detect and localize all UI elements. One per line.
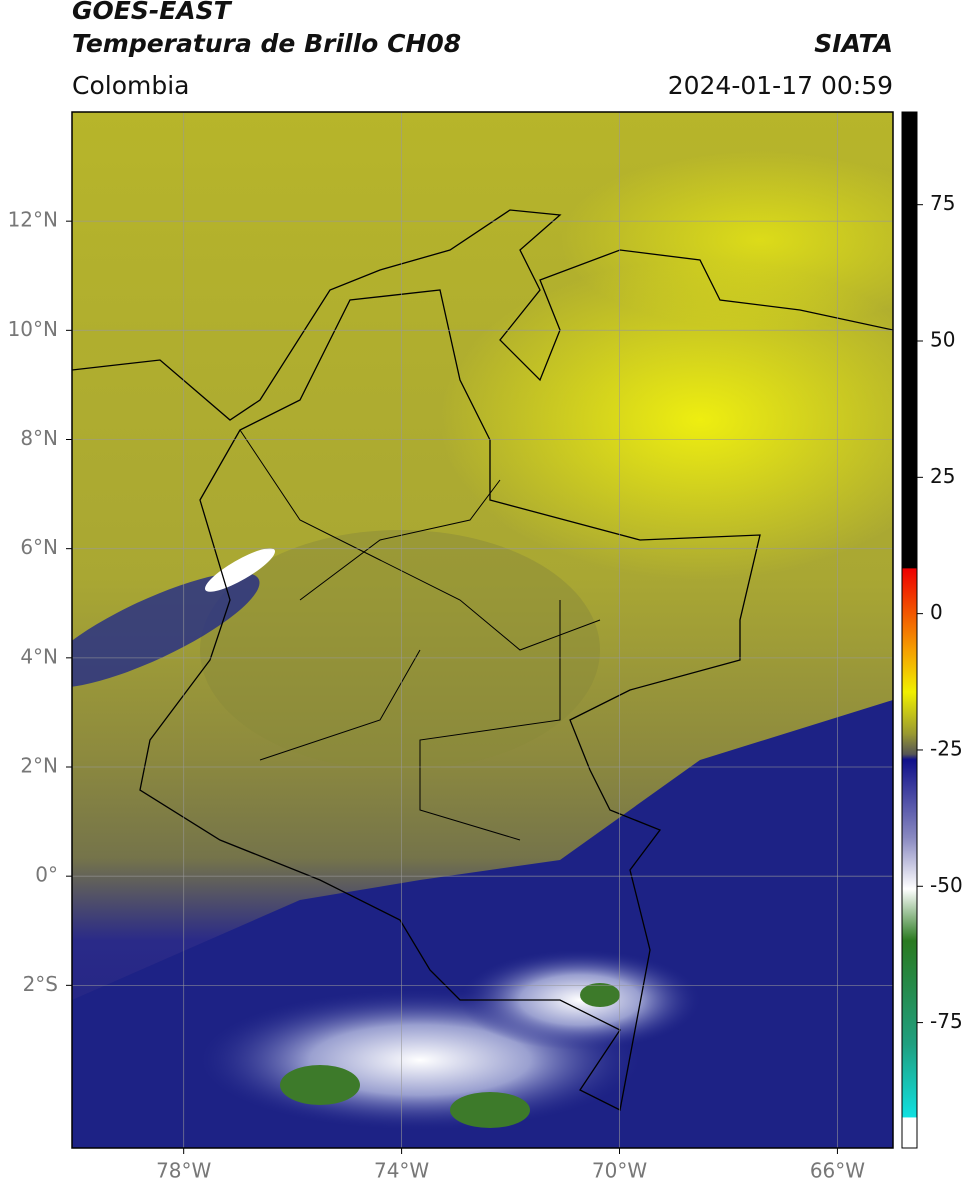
y-tick-label: 10°N (8, 317, 58, 341)
y-tick-label: 0° (35, 863, 58, 887)
y-tick-label: 8°N (20, 426, 58, 450)
y-tick-label: 12°N (8, 208, 58, 232)
y-tick-label: 4°N (20, 644, 58, 668)
x-tick-label: 74°W (374, 1159, 429, 1183)
y-tick-label: 6°N (20, 535, 58, 559)
y-tick-label: 2°N (20, 754, 58, 778)
source: SIATA (814, 29, 893, 58)
colorbar-tick-label: 25 (930, 464, 955, 488)
title: GOES-EAST (72, 0, 233, 25)
x-tick-label: 66°W (810, 1159, 865, 1183)
colorbar-tick-label: -50 (930, 873, 963, 897)
colorbar-tick-label: 50 (930, 328, 955, 352)
colorbar-tick-label: -25 (930, 736, 963, 760)
y-tick-label: 2°S (23, 972, 58, 996)
colorbar-tick-label: 75 (930, 191, 955, 215)
map-frame (71, 111, 894, 1149)
colorbar-tick-label: 0 (930, 600, 943, 624)
satellite-image (72, 112, 893, 1148)
colorbar (901, 111, 918, 1149)
x-tick-label: 78°W (156, 1159, 211, 1183)
region: Colombia (72, 71, 189, 100)
grid (72, 112, 893, 1148)
subtitle: Temperatura de Brillo CH08 (72, 29, 461, 58)
colorbar-tick-label: -75 (930, 1009, 963, 1033)
datetime: 2024-01-17 00:59 (668, 71, 893, 100)
x-tick-label: 70°W (592, 1159, 647, 1183)
